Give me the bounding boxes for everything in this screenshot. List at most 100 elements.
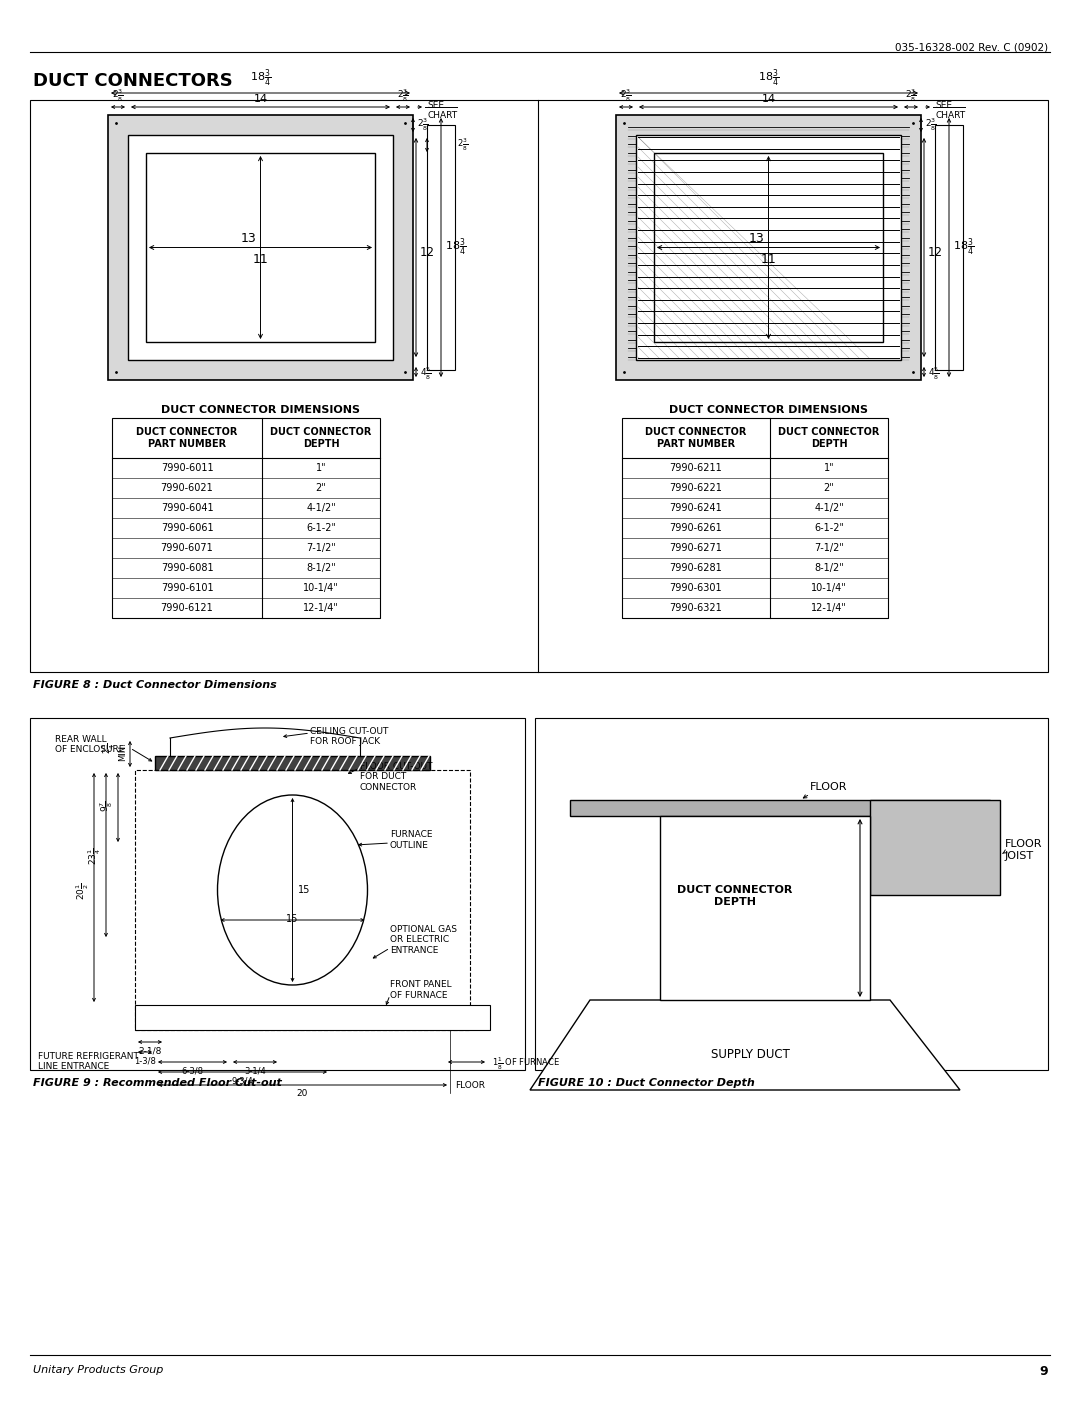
Polygon shape <box>870 800 1000 895</box>
Text: 4-1/2": 4-1/2" <box>306 504 336 513</box>
Bar <box>616 115 921 380</box>
Bar <box>135 1005 490 1030</box>
Text: SUPPLY DUCT: SUPPLY DUCT <box>711 1048 789 1062</box>
Text: 7990-6321: 7990-6321 <box>670 603 723 613</box>
Text: DUCT CONNECTOR
DEPTH: DUCT CONNECTOR DEPTH <box>677 885 793 906</box>
Text: 7-1/2": 7-1/2" <box>306 543 336 553</box>
Bar <box>108 115 413 380</box>
Text: 6-1-2": 6-1-2" <box>306 523 336 533</box>
Text: 6-3/8: 6-3/8 <box>181 1066 203 1075</box>
Text: 7990-6211: 7990-6211 <box>670 463 723 473</box>
Bar <box>156 756 430 770</box>
Text: 12-1/4": 12-1/4" <box>811 603 847 613</box>
Text: CEILING CUT-OUT
FOR ROOF JACK: CEILING CUT-OUT FOR ROOF JACK <box>310 727 389 746</box>
Text: Unitary Products Group: Unitary Products Group <box>33 1365 163 1375</box>
Bar <box>129 135 393 361</box>
Text: FIGURE 10 : Duct Connector Depth: FIGURE 10 : Duct Connector Depth <box>538 1078 755 1087</box>
Text: 12: 12 <box>928 246 943 260</box>
Bar <box>135 770 470 1030</box>
Text: OPTIONAL GAS
OR ELECTRIC
ENTRANCE: OPTIONAL GAS OR ELECTRIC ENTRANCE <box>390 925 457 955</box>
Text: 18$\frac{3}{4}$: 18$\frac{3}{4}$ <box>953 237 974 258</box>
Text: 7-1/2": 7-1/2" <box>814 543 843 553</box>
Text: 2-1/8: 2-1/8 <box>138 1047 162 1055</box>
Text: FURNACE
OUTLINE: FURNACE OUTLINE <box>390 831 432 850</box>
Text: 20$\frac{1}{2}$: 20$\frac{1}{2}$ <box>75 882 91 899</box>
Text: 2$\frac{3}{8}$: 2$\frac{3}{8}$ <box>620 87 632 104</box>
Bar <box>30 100 1048 672</box>
Text: 15: 15 <box>286 913 299 925</box>
Text: 14: 14 <box>761 94 775 104</box>
Text: 7990-6271: 7990-6271 <box>670 543 723 553</box>
Text: 7990-6041: 7990-6041 <box>161 504 214 513</box>
Text: 9: 9 <box>1039 1365 1048 1378</box>
Text: 3-1/4: 3-1/4 <box>244 1066 266 1075</box>
Text: 18$\frac{3}{4}$: 18$\frac{3}{4}$ <box>445 237 467 258</box>
Text: 9$\frac{7}{8}$: 9$\frac{7}{8}$ <box>98 800 114 812</box>
Text: 2": 2" <box>315 483 326 492</box>
Text: 1": 1" <box>315 463 326 473</box>
Text: 8-1/2": 8-1/2" <box>814 563 843 572</box>
Text: 14: 14 <box>254 94 268 104</box>
Text: 23$\frac{1}{4}$: 23$\frac{1}{4}$ <box>86 847 103 864</box>
Text: 7990-6261: 7990-6261 <box>670 523 723 533</box>
Text: 7990-6071: 7990-6071 <box>161 543 214 553</box>
Bar <box>146 153 375 342</box>
Text: 13: 13 <box>748 233 765 246</box>
Text: DUCT CONNECTOR
PART NUMBER: DUCT CONNECTOR PART NUMBER <box>646 427 746 449</box>
Text: 10-1/4": 10-1/4" <box>303 584 339 593</box>
Polygon shape <box>530 1000 960 1090</box>
Text: DUCT CONNECTOR DIMENSIONS: DUCT CONNECTOR DIMENSIONS <box>161 405 360 415</box>
Text: 15: 15 <box>297 885 310 895</box>
Text: 2$\frac{3}{8}$: 2$\frac{3}{8}$ <box>457 137 468 153</box>
Text: 18$\frac{3}{4}$: 18$\frac{3}{4}$ <box>249 67 271 88</box>
Text: 2$\frac{3}{8}$: 2$\frac{3}{8}$ <box>397 87 409 104</box>
Text: 7990-6241: 7990-6241 <box>670 504 723 513</box>
Text: FRONT PANEL
OF FURNACE: FRONT PANEL OF FURNACE <box>390 981 451 1000</box>
Bar <box>427 125 455 370</box>
Text: 2$\frac{3}{4}$
MIN.: 2$\frac{3}{4}$ MIN. <box>100 742 127 762</box>
Text: FUTURE REFRIGERANT
LINE ENTRANCE: FUTURE REFRIGERANT LINE ENTRANCE <box>38 1052 139 1072</box>
Text: FLOOR CUT-OUT
FOR DUCT
CONNECTOR: FLOOR CUT-OUT FOR DUCT CONNECTOR <box>360 762 432 791</box>
Text: 13: 13 <box>241 233 256 246</box>
Text: FIGURE 8 : Duct Connector Dimensions: FIGURE 8 : Duct Connector Dimensions <box>33 680 276 690</box>
Text: 18$\frac{3}{4}$: 18$\frac{3}{4}$ <box>758 67 779 88</box>
Text: 4$\frac{5}{8}$: 4$\frac{5}{8}$ <box>420 366 432 382</box>
Bar <box>622 418 888 617</box>
Text: 035-16328-002 Rev. C (0902): 035-16328-002 Rev. C (0902) <box>895 42 1048 52</box>
Text: 7990-6121: 7990-6121 <box>161 603 214 613</box>
Text: 7990-6301: 7990-6301 <box>670 584 723 593</box>
Text: 2$\frac{3}{8}$: 2$\frac{3}{8}$ <box>112 87 124 104</box>
Text: 10-1/4": 10-1/4" <box>811 584 847 593</box>
Text: FIGURE 9 : Recommended Floor Cut-out: FIGURE 9 : Recommended Floor Cut-out <box>33 1078 282 1087</box>
Text: FLOOR: FLOOR <box>455 1080 485 1090</box>
Text: 20: 20 <box>296 1089 308 1099</box>
Bar <box>570 800 990 817</box>
Text: 11: 11 <box>253 253 268 267</box>
Text: 7990-6081: 7990-6081 <box>161 563 214 572</box>
Bar <box>30 718 525 1070</box>
Text: 7990-6281: 7990-6281 <box>670 563 723 572</box>
Bar <box>660 817 870 1000</box>
Text: 7990-6221: 7990-6221 <box>670 483 723 492</box>
Text: 8-1/2": 8-1/2" <box>306 563 336 572</box>
Bar <box>654 153 883 342</box>
Text: 6-1-2": 6-1-2" <box>814 523 843 533</box>
Text: 7990-6021: 7990-6021 <box>161 483 214 492</box>
Text: 11: 11 <box>760 253 777 267</box>
Text: 2$\frac{3}{8}$: 2$\frac{3}{8}$ <box>417 116 429 133</box>
Text: 12: 12 <box>420 246 435 260</box>
Bar <box>636 135 901 361</box>
Text: 1$\frac{1}{8}$ OF FURNACE: 1$\frac{1}{8}$ OF FURNACE <box>492 1056 561 1072</box>
Text: 9-3/4: 9-3/4 <box>231 1076 253 1085</box>
Bar <box>935 125 963 370</box>
Text: DUCT CONNECTOR
DEPTH: DUCT CONNECTOR DEPTH <box>270 427 372 449</box>
Text: DUCT CONNECTORS: DUCT CONNECTORS <box>33 72 233 90</box>
Text: 7990-6101: 7990-6101 <box>161 584 214 593</box>
Bar <box>535 718 1048 1070</box>
Text: 1-3/8: 1-3/8 <box>134 1056 156 1065</box>
Text: 2$\frac{3}{8}$: 2$\frac{3}{8}$ <box>905 87 917 104</box>
Text: 2": 2" <box>824 483 835 492</box>
Text: 2$\frac{3}{8}$: 2$\frac{3}{8}$ <box>924 116 936 133</box>
Text: 1": 1" <box>824 463 835 473</box>
Text: 4$\frac{5}{8}$: 4$\frac{5}{8}$ <box>928 366 940 382</box>
